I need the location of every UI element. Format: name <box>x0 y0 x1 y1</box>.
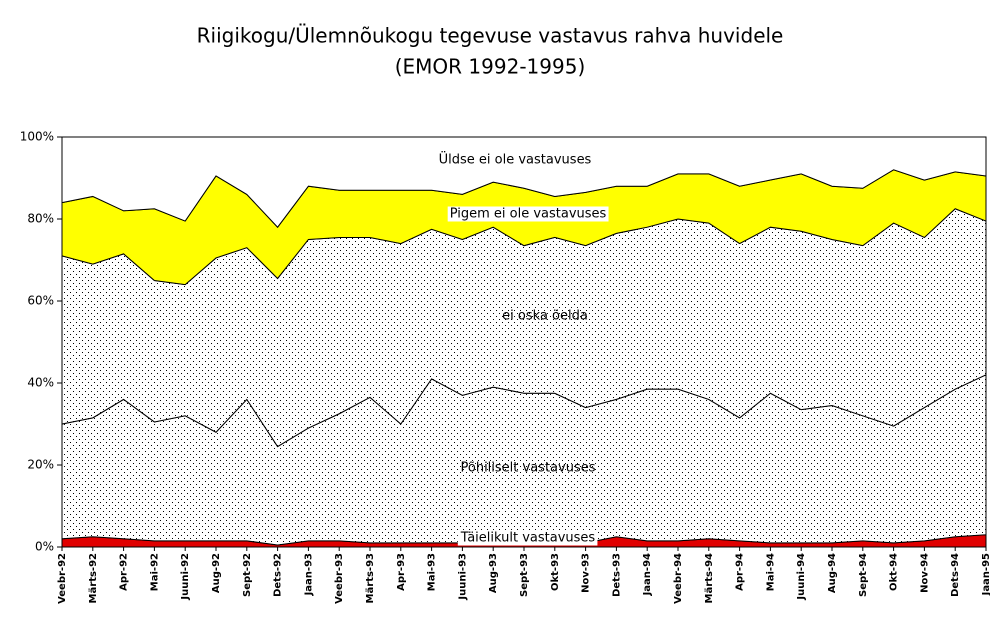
x-tick-label: Aug-92 <box>211 553 222 593</box>
x-tick-label: Mai-92 <box>149 553 160 591</box>
x-tick-label: Jaan-94 <box>642 553 653 596</box>
y-tick-label: 20% <box>27 458 54 472</box>
x-tick-label: Okt-93 <box>550 553 561 591</box>
chart-title: Riigikogu/Ülemnõukogu tegevuse vastavus … <box>197 24 784 48</box>
x-tick-label: Mai-93 <box>427 553 438 591</box>
x-tick-label: Juuni-92 <box>180 553 191 601</box>
y-tick-label: 80% <box>27 212 54 226</box>
label-background <box>457 530 598 546</box>
series-label: ei oska öelda <box>502 309 588 324</box>
x-tick-label: Märts-92 <box>88 553 99 603</box>
series-label: Üldse ei ole vastavuses <box>439 151 592 168</box>
x-tick-label: Veebr-94 <box>673 553 684 604</box>
x-tick-label: Nov-93 <box>581 553 592 593</box>
x-tick-label: Aug-94 <box>827 553 838 593</box>
x-tick-label: Märts-93 <box>365 553 376 603</box>
area <box>61 136 987 228</box>
y-tick-label: 0% <box>35 540 54 554</box>
x-tick-label: Aug-93 <box>488 553 499 593</box>
x-tick-label: Dets-92 <box>273 553 284 597</box>
y-tick-label: 100% <box>20 130 54 144</box>
x-tick-label: Jaan-95 <box>981 553 990 596</box>
x-tick-label: Apr-93 <box>396 553 407 591</box>
x-tick-label: Apr-94 <box>735 553 746 591</box>
label-background <box>447 206 609 222</box>
x-tick-label: Dets-94 <box>950 553 961 597</box>
chart-subtitle: (EMOR 1992-1995) <box>395 55 586 79</box>
series-label: Täielikult vastavuses <box>460 531 596 546</box>
x-tick-label: Veebr-93 <box>334 553 345 604</box>
x-tick-label: Sept-94 <box>858 553 869 597</box>
x-tick-label: Märts-94 <box>704 553 715 603</box>
x-tick-label: Sept-93 <box>519 553 530 597</box>
x-tick-label: Mai-94 <box>765 553 776 591</box>
series-label: Pigem ei ole vastavuses <box>450 207 607 222</box>
x-tick-label: Dets-93 <box>611 553 622 597</box>
x-tick-label: Juuni-93 <box>457 553 468 601</box>
x-tick-label: Apr-92 <box>119 553 130 591</box>
x-tick-label: Sept-92 <box>242 553 253 597</box>
x-tick-label: Veebr-92 <box>57 553 68 604</box>
x-tick-label: Okt-94 <box>889 553 900 591</box>
x-tick-label: Nov-94 <box>919 553 930 593</box>
series-label: Põhiliselt vastavuses <box>461 461 596 476</box>
y-tick-label: 60% <box>27 294 54 308</box>
y-tick-label: 40% <box>27 376 54 390</box>
x-tick-label: Juuni-94 <box>796 553 807 601</box>
x-tick-label: Jaan-93 <box>303 553 314 596</box>
